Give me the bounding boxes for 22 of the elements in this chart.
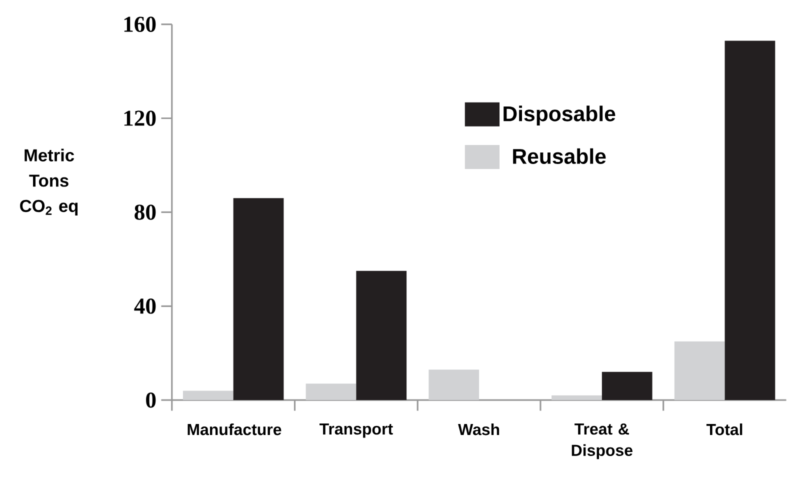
y-tick-label: 120: [124, 110, 156, 126]
bar: [306, 384, 356, 400]
legend-label: Disposable: [504, 106, 616, 126]
bar: [724, 40, 776, 400]
x-tick-label: Total: [706, 424, 742, 436]
y-tick-label: 160: [124, 16, 156, 32]
x-tick-label: Transport: [320, 424, 393, 438]
x-tick-label: Wash: [458, 424, 500, 436]
bar: [428, 370, 480, 400]
y-tick-label: 0: [146, 392, 156, 408]
y-tick-label: 40: [134, 298, 156, 314]
bar: [233, 198, 284, 400]
y-axis-title: Metric Tons CO$_{2}$ eq: [20, 148, 78, 216]
bar: [674, 342, 725, 400]
bar: [552, 396, 602, 400]
bar: [182, 390, 234, 400]
x-tick-label: Treat & Dispose: [572, 424, 632, 460]
bar: [602, 372, 652, 400]
x-tick-label: Manufacture: [188, 424, 282, 436]
legend-label: Reusable: [513, 148, 606, 164]
y-tick-label: 80: [134, 204, 156, 220]
bar: [356, 271, 407, 400]
